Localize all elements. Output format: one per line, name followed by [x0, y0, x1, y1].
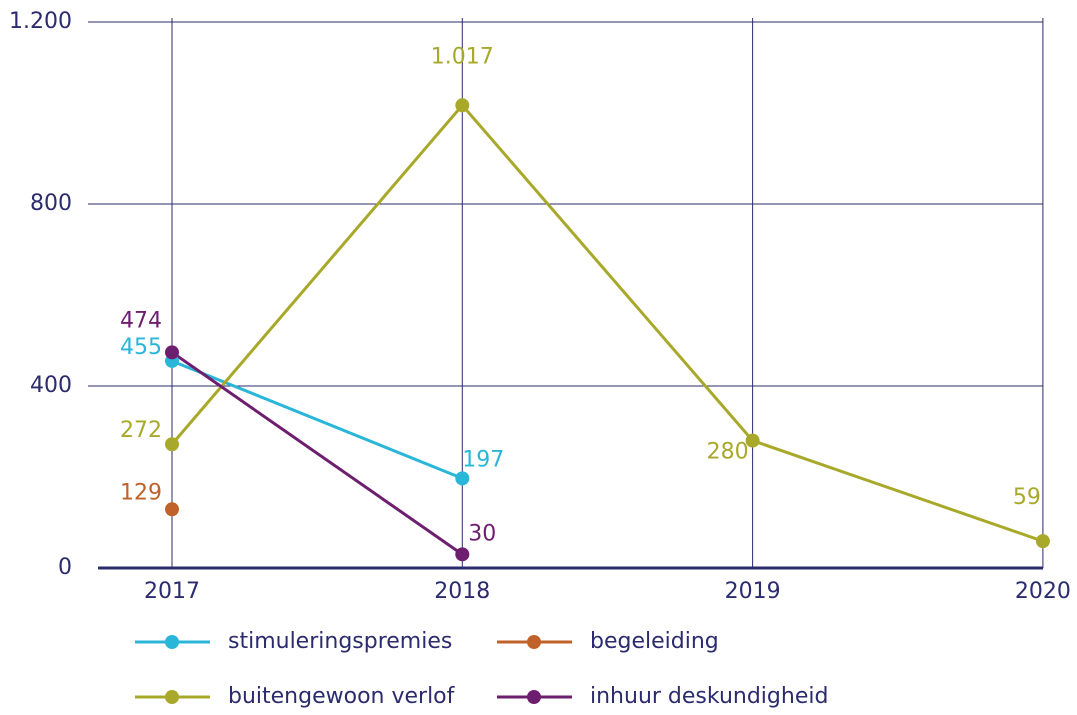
y-tick-label: 0: [58, 555, 72, 580]
data-label: 474: [120, 308, 162, 333]
legend-label: stimuleringspremies: [228, 629, 452, 654]
data-point: [1035, 534, 1050, 549]
data-label: 455: [120, 335, 162, 360]
y-tick-label: 800: [30, 191, 72, 216]
legend-marker: [165, 690, 179, 704]
data-point: [165, 345, 179, 360]
data-label: 1.017: [431, 44, 494, 69]
x-tick-label: 2020: [1015, 579, 1071, 604]
data-label: 197: [462, 447, 504, 472]
x-tick-label: 2019: [725, 579, 781, 604]
legend-marker: [527, 635, 541, 649]
legend-marker: [527, 690, 541, 704]
x-tick-label: 2018: [434, 579, 490, 604]
data-point: [455, 471, 470, 486]
data-point: [455, 547, 470, 562]
series-line: [171, 351, 464, 556]
data-label: 272: [120, 418, 162, 443]
legend-marker: [165, 635, 179, 649]
y-tick-label: 400: [30, 373, 72, 398]
legend-label: buitengewoon verlof: [228, 684, 456, 709]
data-label: 30: [468, 521, 496, 546]
x-tick-label: 2017: [144, 579, 200, 604]
y-tick-label: 1.200: [9, 9, 72, 34]
data-point: [165, 437, 179, 452]
data-label: 129: [120, 480, 162, 505]
data-label: 280: [707, 440, 749, 465]
series-line: [170, 102, 1044, 543]
series-line: [171, 359, 463, 480]
data-point: [165, 502, 179, 517]
data-point: [455, 98, 470, 113]
data-label: 59: [1013, 485, 1041, 510]
legend-label: begeleiding: [590, 629, 719, 654]
data-point: [745, 433, 760, 448]
legend-label: inhuur deskundigheid: [590, 684, 828, 709]
